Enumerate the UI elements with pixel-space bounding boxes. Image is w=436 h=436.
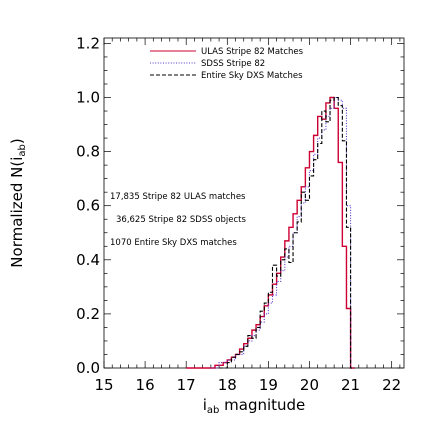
y-tick-label: 0.0: [76, 359, 100, 377]
x-axis-title: iab magnitude: [203, 396, 306, 416]
y-tick-label: 0.8: [76, 143, 100, 161]
annotation-dxs: 1070 Entire Sky DXS matches: [110, 238, 237, 248]
y-tick-label: 1.0: [76, 89, 100, 107]
y-axis-title: Normalized N(iab): [8, 138, 28, 267]
legend-label-sdss: SDSS Stripe 82: [201, 59, 265, 69]
series-layer: [186, 96, 355, 369]
x-tick-label: 22: [382, 376, 401, 394]
x-tick-label: 17: [177, 376, 196, 394]
legend-label-ulas: ULAS Stripe 82 Matches: [201, 47, 304, 57]
x-tick-label: 18: [218, 376, 237, 394]
legend-label-dxs: Entire Sky DXS Matches: [201, 71, 303, 81]
y-tick-label: 0.6: [76, 197, 100, 215]
ulas-series: [186, 96, 355, 369]
x-tick-label: 16: [136, 376, 155, 394]
legend: ULAS Stripe 82 Matches SDSS Stripe 82 En…: [150, 47, 304, 81]
x-tick-label: 19: [259, 376, 278, 394]
annotation-ulas: 17,835 Stripe 82 ULAS matches: [110, 192, 246, 202]
x-tick-label: 20: [300, 376, 319, 394]
plot-frame: [103, 37, 405, 369]
y-tick-label: 0.4: [76, 251, 100, 269]
y-tick-labels: 0.0 0.2 0.4 0.6 0.8 1.0 1.2: [76, 34, 100, 377]
x-tick-labels: 15 16 17 18 19 20 21 22: [94, 376, 401, 394]
x-tick-label: 15: [94, 376, 113, 394]
sdss-series: [210, 96, 355, 369]
y-tick-label: 1.2: [76, 34, 100, 52]
annotations: 17,835 Stripe 82 ULAS matches 36,625 Str…: [110, 192, 246, 248]
annotation-sdss: 36,625 Stripe 82 SDSS objects: [116, 215, 246, 225]
tick-marks: [103, 38, 404, 369]
x-tick-label: 21: [341, 376, 360, 394]
dxs-series: [219, 96, 355, 369]
y-tick-label: 0.2: [76, 305, 100, 323]
